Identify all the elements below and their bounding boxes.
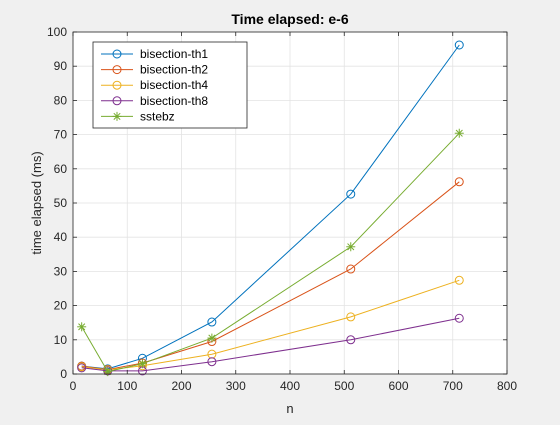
data-point-sstebz: [454, 128, 464, 138]
legend-swatch-marker: [112, 49, 122, 59]
x-tick-label: 800: [497, 379, 517, 393]
data-point-bisection-th8: [77, 363, 87, 373]
series-line-sstebz: [81, 132, 460, 373]
x-tick-label: 600: [388, 379, 408, 393]
data-point-bisection-th1: [346, 189, 356, 199]
x-tick-label: 200: [171, 379, 191, 393]
data-point-sstebz: [346, 242, 356, 252]
legend-swatch-marker: [112, 111, 122, 121]
data-point-sstebz: [103, 367, 113, 377]
data-point-bisection-th2: [346, 264, 356, 274]
legend-label: sstebz: [140, 109, 175, 123]
y-tick-label: 20: [54, 299, 68, 313]
y-tick-label: 0: [60, 367, 67, 381]
legend-item-bisection-th1: bisection-th1: [101, 47, 208, 61]
data-point-sstebz: [207, 333, 217, 343]
data-point-bisection-th8: [346, 335, 356, 345]
legend-label: bisection-th1: [140, 47, 208, 61]
legend-label: bisection-th4: [140, 78, 208, 92]
legend-item-bisection-th8: bisection-th8: [101, 94, 208, 108]
y-tick-label: 80: [54, 93, 68, 107]
legend-item-sstebz: sstebz: [101, 109, 175, 123]
y-tick-label: 90: [54, 59, 68, 73]
data-point-bisection-th8: [454, 313, 464, 323]
legend-item-bisection-th2: bisection-th2: [101, 63, 208, 77]
legend-swatch-marker: [112, 96, 122, 106]
data-point-bisection-th4: [454, 275, 464, 285]
x-tick-label: 300: [226, 379, 246, 393]
x-axis-label: n: [286, 401, 293, 416]
data-point-sstebz: [137, 359, 147, 369]
x-tick-label: 400: [280, 379, 300, 393]
series-sstebz: [77, 128, 464, 377]
y-tick-label: 30: [54, 264, 68, 278]
x-tick-label: 0: [70, 379, 77, 393]
data-point-bisection-th2: [454, 177, 464, 187]
x-tick-label: 100: [117, 379, 137, 393]
y-tick-label: 50: [54, 196, 68, 210]
y-tick-label: 100: [47, 25, 67, 39]
data-point-bisection-th1: [207, 317, 217, 327]
series-layer: [77, 40, 464, 377]
data-point-bisection-th1: [454, 40, 464, 50]
x-tick-label: 700: [443, 379, 463, 393]
legend-item-bisection-th4: bisection-th4: [101, 78, 208, 92]
y-tick-label: 40: [54, 230, 68, 244]
chart-title: Time elapsed: e-6: [231, 11, 348, 27]
data-point-sstebz: [77, 322, 87, 332]
data-point-bisection-th8: [207, 357, 217, 367]
data-point-bisection-th4: [346, 312, 356, 322]
y-tick-label: 10: [54, 333, 68, 347]
legend-label: bisection-th8: [140, 94, 208, 108]
x-tick-label: 500: [334, 379, 354, 393]
series-bisection-th4: [77, 275, 464, 375]
y-tick-label: 70: [54, 128, 68, 142]
y-tick-label: 60: [54, 162, 68, 176]
x-ticks: 0 100 200 300 400 500 600 700 800: [70, 32, 517, 393]
y-axis-label: time elapsed (ms): [29, 151, 44, 254]
legend-label: bisection-th2: [140, 63, 208, 77]
legend-swatch-marker: [112, 80, 122, 90]
legend-swatch-marker: [112, 65, 122, 75]
y-ticks: 0 10 20 30 40 50 60 70 80 90 100: [47, 25, 507, 381]
